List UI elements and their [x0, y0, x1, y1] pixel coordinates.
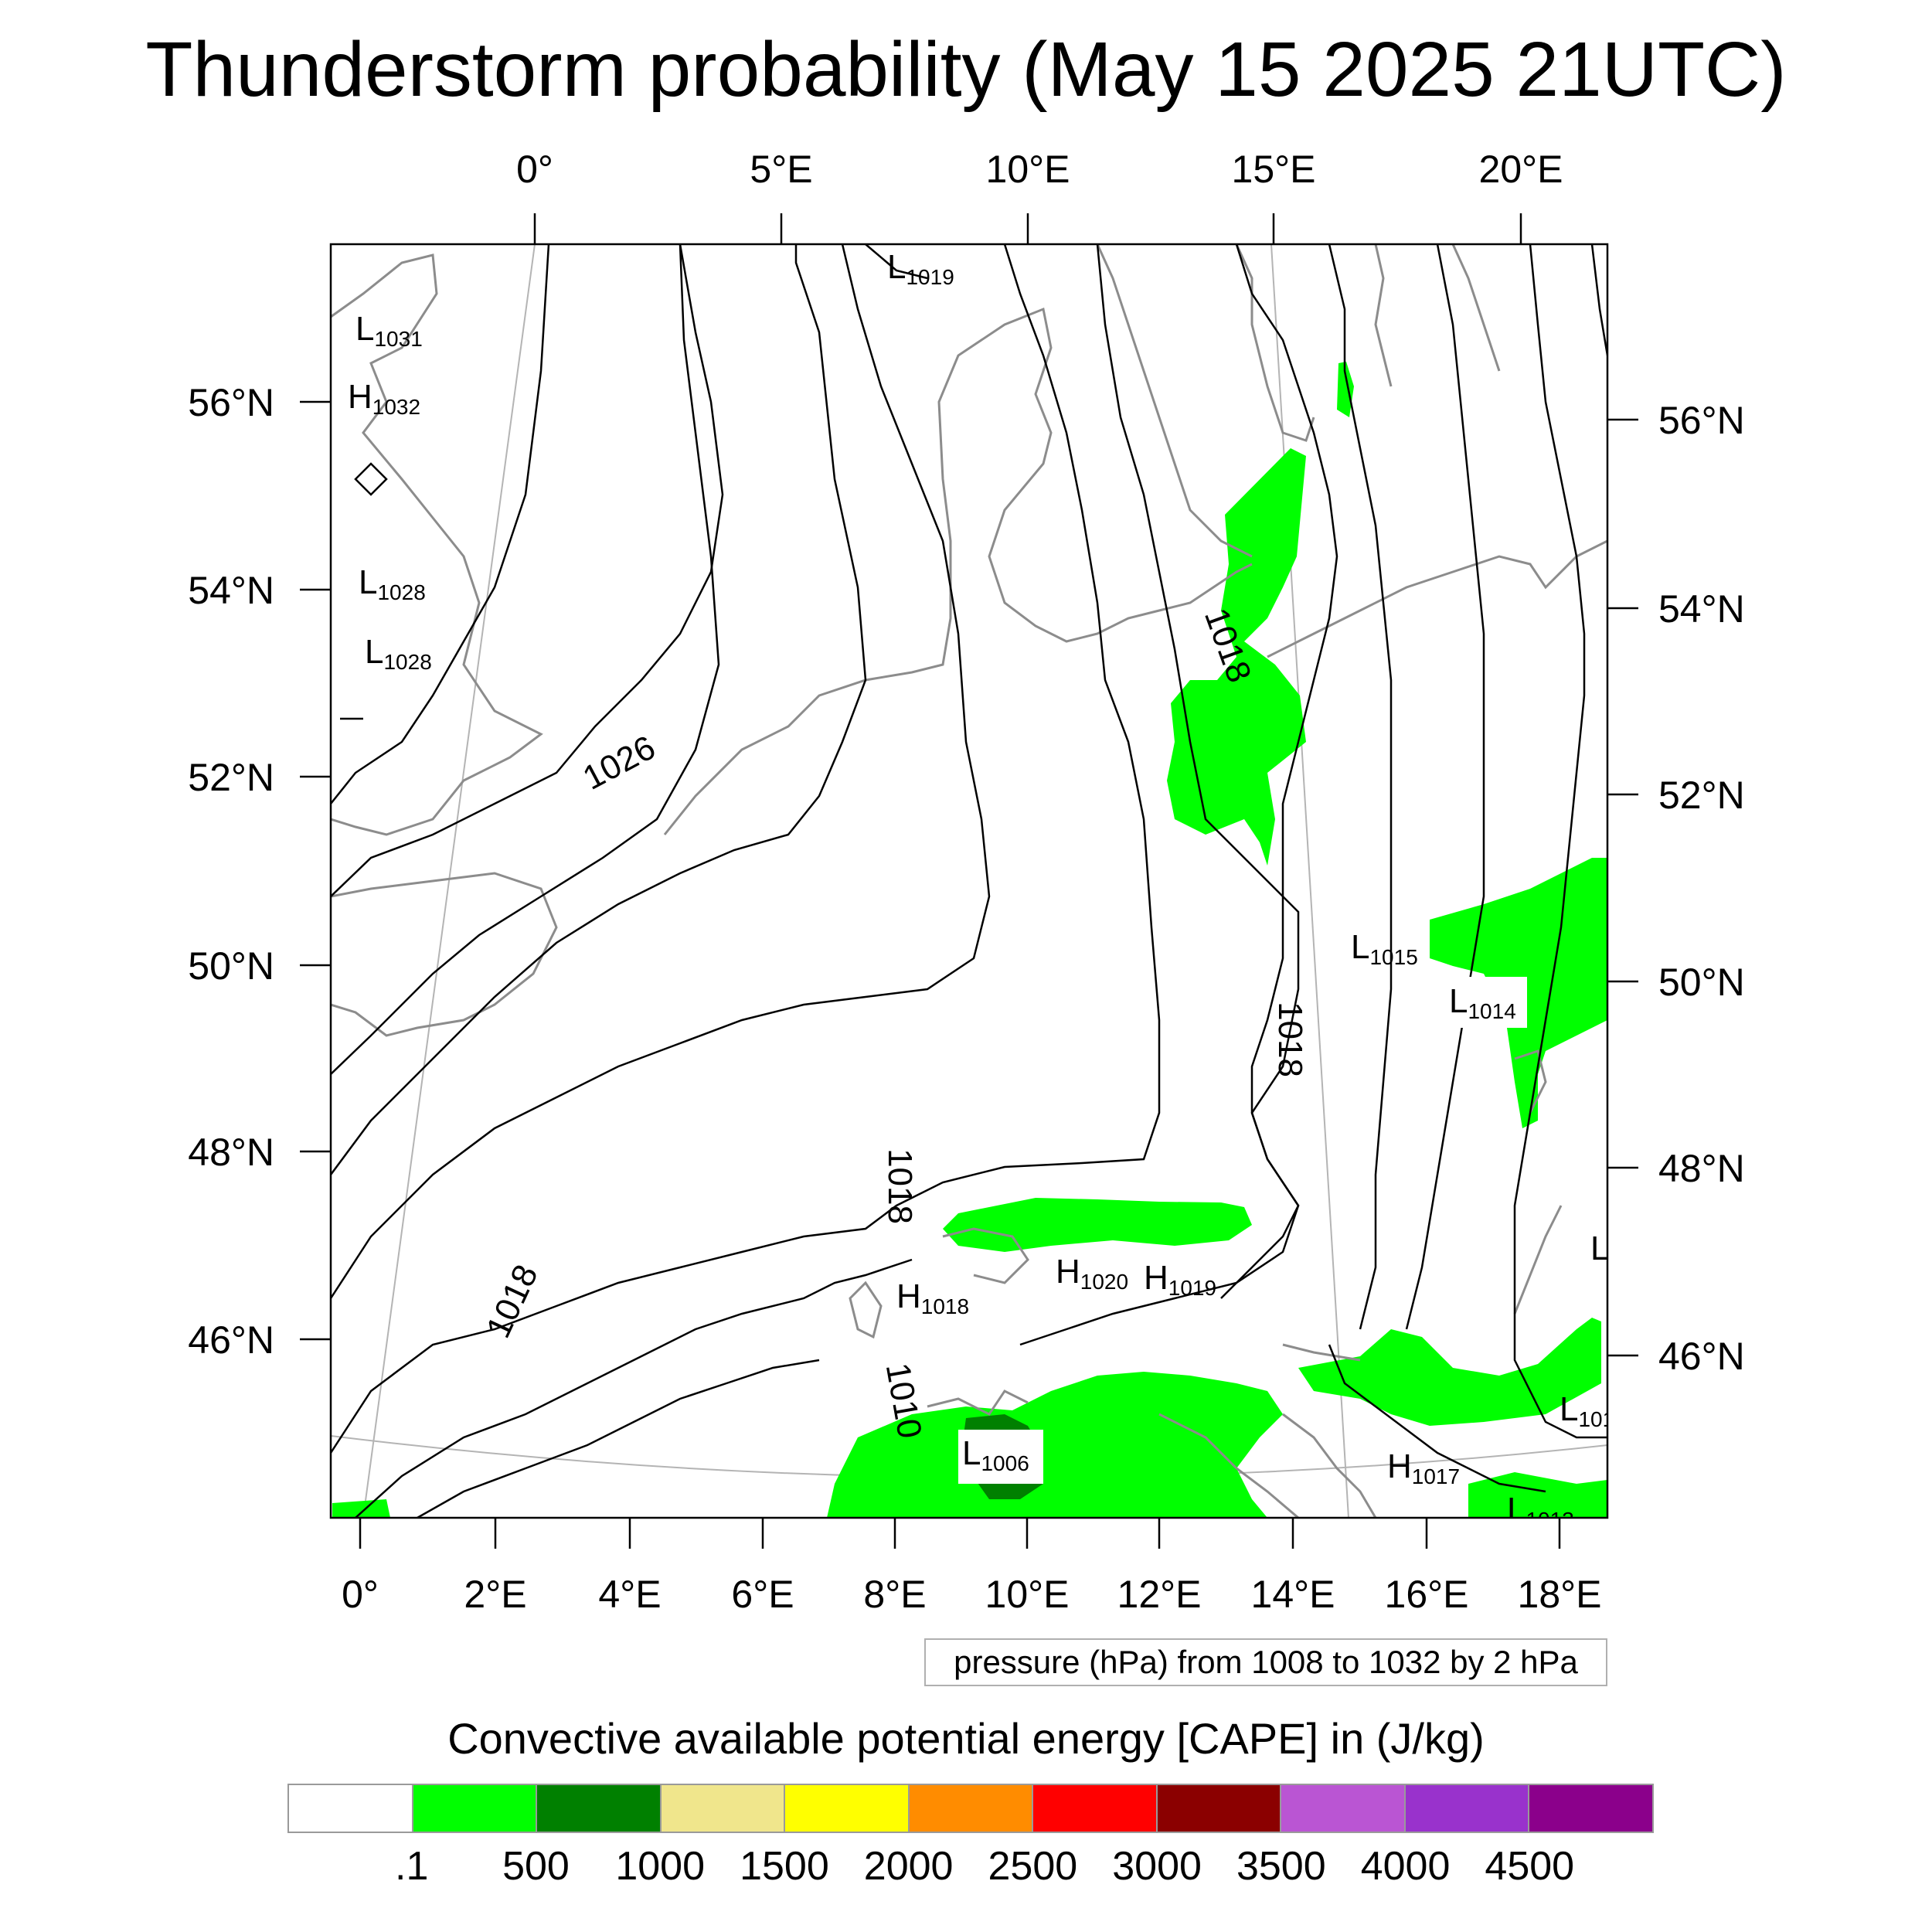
colorbar-label: 1500	[740, 1844, 829, 1889]
pressure-center: L1019	[887, 248, 954, 289]
chart-title: Thunderstorm probability (May 15 2025 21…	[145, 26, 1787, 113]
colorbar-swatch	[289, 1785, 413, 1832]
colorbar-label: 500	[502, 1844, 570, 1889]
colorbar-label: 4000	[1360, 1844, 1451, 1889]
colorbar-swatch	[1405, 1785, 1530, 1832]
lon-label: 6°E	[731, 1573, 794, 1616]
colorbar-label: 1000	[615, 1844, 706, 1889]
lon-label: 18°E	[1518, 1573, 1602, 1616]
pressure-center: L1014	[1449, 982, 1516, 1023]
colorbar-title: Convective available potential energy [C…	[447, 1714, 1485, 1763]
colorbar-swatch	[413, 1785, 538, 1832]
colorbar-swatch	[1529, 1785, 1653, 1832]
plot-frame	[329, 243, 1609, 1519]
pressure-center: L1006	[962, 1434, 1029, 1475]
pressure-info-box: pressure (hPa) from 1008 to 1032 by 2 hP…	[924, 1638, 1607, 1686]
pressure-center: L1013	[1507, 1491, 1574, 1532]
pressure-center: H1017	[1387, 1447, 1460, 1488]
cape-area-sw	[332, 1499, 390, 1518]
colorbar-swatch	[1033, 1785, 1158, 1832]
lon-label: 5°E	[750, 148, 812, 191]
pressure-center: L	[1590, 1230, 1609, 1267]
pressure-center: H1020	[1056, 1253, 1128, 1294]
coastlines	[331, 244, 1607, 1518]
lon-label: 10°E	[985, 1573, 1070, 1616]
lat-label: 50°N	[188, 944, 274, 988]
cape-shading	[332, 362, 1607, 1518]
colorbar-swatch	[1281, 1785, 1406, 1832]
lat-label: 52°N	[1658, 774, 1745, 817]
colorbar-label: 2000	[863, 1844, 954, 1889]
colorbar-swatch	[785, 1785, 910, 1832]
lon-label: 12°E	[1117, 1573, 1202, 1616]
cape-area-italy	[827, 1372, 1283, 1518]
lat-label: 48°N	[1658, 1147, 1745, 1190]
lon-label: 20°E	[1479, 148, 1563, 191]
lat-label: 46°N	[1658, 1335, 1745, 1378]
lat-label: 56°N	[1658, 399, 1745, 442]
lon-label: 15°E	[1232, 148, 1316, 191]
colorbar-label: 3000	[1112, 1844, 1202, 1889]
isobar-label: 1026	[577, 729, 661, 798]
isobar-label: 1018	[1271, 1002, 1309, 1077]
pressure-center: H1032	[348, 378, 420, 419]
pressure-center: L1015	[1351, 928, 1418, 969]
right-latitude-labels: 56°N 54°N 52°N 50°N 48°N 46°N	[1658, 399, 1745, 1378]
lon-label: 0°	[342, 1573, 379, 1616]
lon-label: 16°E	[1385, 1573, 1469, 1616]
colorbar-label: 2500	[988, 1844, 1078, 1889]
pressure-center: L101	[1560, 1390, 1614, 1431]
bottom-longitude-labels: 0° 2°E 4°E 6°E 8°E 10°E 12°E 14°E 16°E 1…	[342, 1573, 1601, 1616]
colorbar-label: .1	[395, 1844, 429, 1889]
colorbar-swatch	[661, 1785, 786, 1832]
lon-label: 2°E	[464, 1573, 526, 1616]
pressure-center: H1018	[896, 1277, 969, 1318]
pressure-center: L1028	[359, 563, 426, 604]
lat-label: 54°N	[1658, 587, 1745, 631]
lat-label: 50°N	[1658, 961, 1745, 1004]
lon-label: 4°E	[598, 1573, 661, 1616]
graticule	[331, 244, 1607, 1518]
colorbar-swatch	[537, 1785, 662, 1832]
pressure-center: L1031	[355, 310, 423, 351]
pressure-centers: L1019 L1031 H1032 L1028 L1028 L1015 L101…	[348, 248, 1614, 1532]
lat-label: 56°N	[188, 381, 274, 424]
lat-label: 48°N	[188, 1131, 274, 1174]
isobars	[331, 244, 1607, 1518]
isobar-label: 1018	[479, 1259, 546, 1343]
lat-label: 52°N	[188, 756, 274, 799]
pressure-center: H1019	[1144, 1259, 1216, 1300]
lon-label: 8°E	[863, 1573, 926, 1616]
lon-label: 0°	[516, 148, 553, 191]
lat-label: 54°N	[188, 569, 274, 612]
left-latitude-labels: 56°N 54°N 52°N 50°N 48°N 46°N	[188, 381, 274, 1362]
colorbar	[287, 1784, 1654, 1833]
cape-area-balkans	[1298, 1318, 1601, 1426]
colorbar-label: 4500	[1485, 1844, 1575, 1889]
pressure-center: L1028	[365, 633, 432, 674]
colorbar-label: 3500	[1236, 1844, 1326, 1889]
lon-label: 14°E	[1251, 1573, 1335, 1616]
colorbar-swatch	[909, 1785, 1034, 1832]
colorbar-swatch	[1157, 1785, 1282, 1832]
cape-area-sweden	[1337, 362, 1354, 417]
lon-label: 10°E	[986, 148, 1070, 191]
lat-label: 46°N	[188, 1318, 274, 1362]
isobar-label: 1018	[881, 1148, 919, 1224]
cape-area-alps-north	[943, 1198, 1252, 1252]
cape-area-poland	[1167, 448, 1306, 866]
tick-marks	[300, 213, 1638, 1549]
top-longitude-labels: 0° 5°E 10°E 15°E 20°E	[516, 148, 1563, 191]
